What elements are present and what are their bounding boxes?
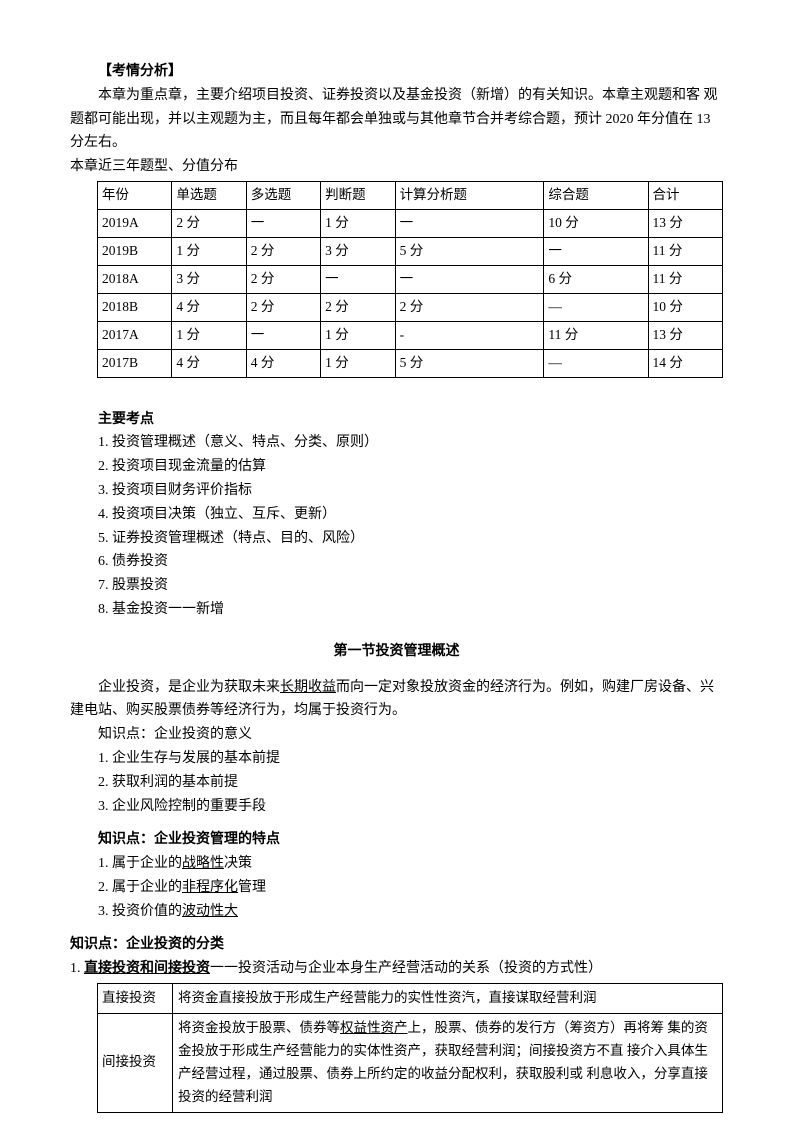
list-item: 6. 债券投资	[98, 550, 723, 574]
table-row: 直接投资 将资金直接投放于形成生产经营能力的实性性资汽，直接谋取经营利润	[98, 984, 723, 1014]
cell-label: 间接投资	[98, 1014, 173, 1113]
kp2-list: 1. 属于企业的战略性决策 2. 属于企业的非程序化管理 3. 投资价值的波动性…	[98, 852, 723, 923]
list-item: 7. 股票投资	[98, 574, 723, 598]
table-header-row: 年份 单选题 多选题 判断题 计算分析题 综合题 合计	[98, 181, 723, 209]
table-row: 2017B4 分4 分1 分5 分—14 分	[98, 349, 723, 377]
score-table: 年份 单选题 多选题 判断题 计算分析题 综合题 合计 2019A2 分一1 分…	[97, 181, 723, 378]
cell-label: 直接投资	[98, 984, 173, 1014]
list-item: 4. 投资项目决策（独立、互斥、更新）	[98, 503, 723, 527]
table-row: 2018A3 分2 分一一6 分11 分	[98, 265, 723, 293]
table-row: 2018B4 分2 分2 分2 分—10 分	[98, 293, 723, 321]
kp1-title: 知识点：企业投资的意义	[70, 723, 723, 747]
table-row: 2019A2 分一1 分一10 分13 分	[98, 209, 723, 237]
kp3-title: 知识点：企业投资的分类	[70, 933, 723, 957]
kp2-title: 知识点：企业投资管理的特点	[70, 828, 723, 852]
list-item: 1. 属于企业的战略性决策	[98, 852, 723, 876]
list-item: 3. 投资价值的波动性大	[98, 900, 723, 924]
list-item: 3. 投资项目财务评价指标	[98, 479, 723, 503]
list-item: 2. 获取利润的基本前提	[98, 771, 723, 795]
key-points-list: 1. 投资管理概述（意义、特点、分类、原则） 2. 投资项目现金流量的估算 3.…	[98, 431, 723, 621]
list-item: 8. 基金投资一一新增	[98, 598, 723, 622]
th-judge: 判断题	[321, 181, 395, 209]
th-multi: 多选题	[246, 181, 320, 209]
table-caption: 本章近三年题型、分值分布	[70, 155, 723, 179]
list-item: 2. 属于企业的非程序化管理	[98, 876, 723, 900]
list-item: 5. 证券投资管理概述（特点、目的、风险）	[98, 527, 723, 551]
key-points-title: 主要考点	[70, 408, 723, 432]
th-total: 合计	[648, 181, 722, 209]
cell-text: 将资金投放于股票、债券等权益性资产上，股票、债券的发行方（筹资方）再将筹 集的资…	[173, 1014, 723, 1113]
kp1-list: 1. 企业生存与发展的基本前提 2. 获取利润的基本前提 3. 企业风险控制的重…	[98, 747, 723, 818]
cell-text: 将资金直接投放于形成生产经营能力的实性性资汽，直接谋取经营利润	[173, 984, 723, 1014]
list-item: 1. 投资管理概述（意义、特点、分类、原则）	[98, 431, 723, 455]
table-row: 间接投资 将资金投放于股票、债券等权益性资产上，股票、债券的发行方（筹资方）再将…	[98, 1014, 723, 1113]
table-row: 2017A1 分一1 分-11 分13 分	[98, 321, 723, 349]
list-item: 3. 企业风险控制的重要手段	[98, 795, 723, 819]
analysis-intro: 本章为重点章，主要介绍项目投资、证券投资以及基金投资（新增）的有关知识。本章主观…	[70, 84, 723, 155]
th-year: 年份	[98, 181, 172, 209]
section1-title: 第一节投资管理概述	[70, 640, 723, 664]
th-single: 单选题	[172, 181, 246, 209]
section1-intro: 企业投资，是企业为获取未来长期收益而向一定对象投放资金的经济行为。例如，购建厂房…	[70, 676, 723, 724]
th-calc: 计算分析题	[395, 181, 544, 209]
list-item: 1. 企业生存与发展的基本前提	[98, 747, 723, 771]
list-item: 2. 投资项目现金流量的估算	[98, 455, 723, 479]
th-comp: 综合题	[544, 181, 648, 209]
classification-table: 直接投资 将资金直接投放于形成生产经营能力的实性性资汽，直接谋取经营利润 间接投…	[97, 983, 723, 1113]
analysis-title: 【考情分析】	[70, 60, 723, 84]
table-row: 2019B1 分2 分3 分5 分一11 分	[98, 237, 723, 265]
kp3-subtitle: 1. 直接投资和间接投资一一投资活动与企业本身生产经营活动的关系（投资的方式性）	[70, 957, 723, 981]
